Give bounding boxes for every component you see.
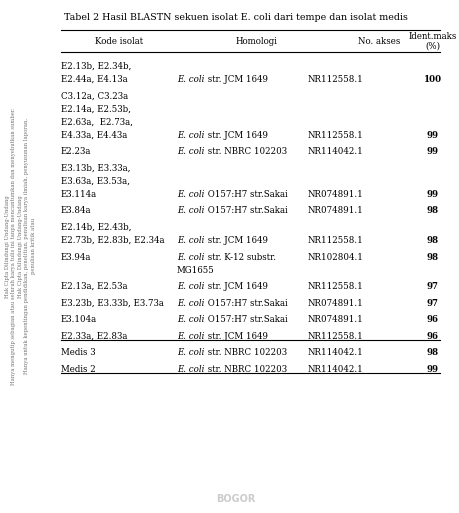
Text: C3.12a, C3.23a: C3.12a, C3.23a: [61, 92, 128, 101]
Text: MG1655: MG1655: [177, 266, 214, 274]
Text: (%): (%): [424, 42, 439, 51]
Text: E2.23a: E2.23a: [61, 147, 91, 156]
Text: NR074891.1: NR074891.1: [307, 315, 362, 324]
Text: E2.63a,  E2.73a,: E2.63a, E2.73a,: [61, 117, 132, 127]
Text: E2.33a, E2.83a: E2.33a, E2.83a: [61, 332, 127, 341]
Text: E3.84a: E3.84a: [61, 206, 91, 215]
Text: Tabel 2 Hasil BLASTN sekuen isolat E. coli dari tempe dan isolat medis: Tabel 2 Hasil BLASTN sekuen isolat E. co…: [64, 13, 407, 22]
Text: str. JCM 1649: str. JCM 1649: [204, 75, 267, 84]
Text: E. coli: E. coli: [177, 299, 204, 308]
Text: E2.14a, E2.53b,: E2.14a, E2.53b,: [61, 105, 130, 113]
Text: Medis 3: Medis 3: [61, 348, 95, 358]
Text: NR102804.1: NR102804.1: [307, 252, 362, 262]
Text: Kode isolat: Kode isolat: [95, 37, 143, 46]
Text: 98: 98: [425, 252, 437, 262]
Text: str. JCM 1649: str. JCM 1649: [204, 131, 267, 140]
Text: 97: 97: [425, 282, 437, 291]
Text: NR112558.1: NR112558.1: [307, 131, 362, 140]
Text: BOGOR: BOGOR: [216, 494, 255, 504]
Text: 99: 99: [425, 365, 437, 374]
Text: NR114042.1: NR114042.1: [307, 365, 362, 374]
Text: 98: 98: [425, 206, 437, 215]
Text: Hak Cipta Dilindungi Undang-Undang
Hanya mengutip sebagian atau seluruh karya tu: Hak Cipta Dilindungi Undang-Undang Hanya…: [5, 108, 36, 385]
Text: E2.73b, E2.83b, E2.34a: E2.73b, E2.83b, E2.34a: [61, 236, 164, 245]
Text: O157:H7 str.Sakai: O157:H7 str.Sakai: [204, 299, 286, 308]
Text: E3.94a: E3.94a: [61, 252, 91, 262]
Text: E3.63a, E3.53a,: E3.63a, E3.53a,: [61, 177, 129, 186]
Text: E. coli: E. coli: [177, 365, 204, 374]
Text: O157:H7 str.Sakai: O157:H7 str.Sakai: [204, 190, 286, 199]
Text: 98: 98: [425, 348, 437, 358]
Text: NR074891.1: NR074891.1: [307, 299, 362, 308]
Text: E. coli: E. coli: [177, 282, 204, 291]
Text: NR112558.1: NR112558.1: [307, 332, 362, 341]
Text: E2.13b, E2.34b,: E2.13b, E2.34b,: [61, 62, 131, 71]
Text: E. coli: E. coli: [177, 252, 204, 262]
Text: E2.13a, E2.53a: E2.13a, E2.53a: [61, 282, 127, 291]
Text: str. JCM 1649: str. JCM 1649: [204, 236, 267, 245]
Text: Medis 2: Medis 2: [61, 365, 95, 374]
Text: E. coli: E. coli: [177, 75, 204, 84]
Text: E. coli: E. coli: [177, 206, 204, 215]
Text: NR112558.1: NR112558.1: [307, 75, 362, 84]
Text: O157:H7 str.Sakai: O157:H7 str.Sakai: [204, 206, 286, 215]
Text: NR114042.1: NR114042.1: [307, 147, 362, 156]
Text: E2.44a, E4.13a: E2.44a, E4.13a: [61, 75, 127, 84]
Text: NR112558.1: NR112558.1: [307, 236, 362, 245]
Text: 99: 99: [425, 131, 437, 140]
Text: NR112558.1: NR112558.1: [307, 282, 362, 291]
Text: str. NBRC 102203: str. NBRC 102203: [204, 147, 286, 156]
Text: str. NBRC 102203: str. NBRC 102203: [204, 348, 286, 358]
Text: O157:H7 str.Sakai: O157:H7 str.Sakai: [204, 315, 286, 324]
Text: E. coli: E. coli: [177, 131, 204, 140]
Text: E3.104a: E3.104a: [61, 315, 96, 324]
Text: 100: 100: [423, 75, 441, 84]
Text: 96: 96: [425, 332, 437, 341]
Text: str. JCM 1649: str. JCM 1649: [204, 332, 267, 341]
Text: Ident.maks: Ident.maks: [408, 32, 456, 42]
Text: E4.33a, E4.43a: E4.33a, E4.43a: [61, 131, 127, 140]
Text: NR074891.1: NR074891.1: [307, 206, 362, 215]
Text: 98: 98: [425, 236, 437, 245]
Text: E2.14b, E2.43b,: E2.14b, E2.43b,: [61, 223, 131, 232]
Text: 99: 99: [425, 147, 437, 156]
Text: E. coli: E. coli: [177, 332, 204, 341]
Text: E. coli: E. coli: [177, 236, 204, 245]
Text: NR074891.1: NR074891.1: [307, 190, 362, 199]
Text: No. akses: No. akses: [357, 37, 399, 46]
Text: str. NBRC 102203: str. NBRC 102203: [204, 365, 286, 374]
Text: E3.114a: E3.114a: [61, 190, 96, 199]
Text: Homologi: Homologi: [235, 37, 276, 46]
Text: str. JCM 1649: str. JCM 1649: [204, 282, 267, 291]
Text: 96: 96: [425, 315, 437, 324]
Text: E3.23b, E3.33b, E3.73a: E3.23b, E3.33b, E3.73a: [61, 299, 163, 308]
Text: NR114042.1: NR114042.1: [307, 348, 362, 358]
Text: E. coli: E. coli: [177, 315, 204, 324]
Text: 97: 97: [425, 299, 437, 308]
Text: E. coli: E. coli: [177, 348, 204, 358]
Text: E. coli: E. coli: [177, 190, 204, 199]
Text: 99: 99: [425, 190, 437, 199]
Text: E. coli: E. coli: [177, 147, 204, 156]
Text: E3.13b, E3.33a,: E3.13b, E3.33a,: [61, 164, 130, 173]
Text: str. K-12 substr.: str. K-12 substr.: [204, 252, 275, 262]
